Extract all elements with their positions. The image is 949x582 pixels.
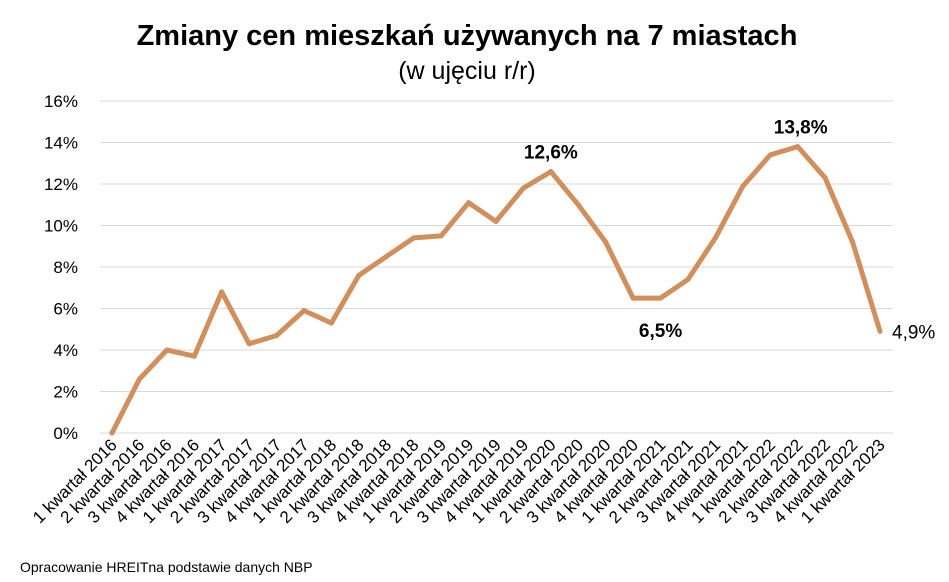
y-tick-label: 8% xyxy=(53,258,78,277)
annotations: 12,6% 6,5% 13,8% 4,9% xyxy=(524,118,935,344)
data-point xyxy=(246,341,252,347)
y-tick-label: 16% xyxy=(44,92,78,111)
data-point xyxy=(438,233,444,239)
series-line xyxy=(109,144,883,436)
y-tick-label: 10% xyxy=(44,217,78,236)
y-tick-label: 6% xyxy=(53,300,78,319)
data-point xyxy=(356,272,362,278)
data-label: 6,5% xyxy=(639,321,682,342)
data-point xyxy=(466,200,472,206)
data-point xyxy=(219,289,225,295)
data-point xyxy=(383,254,389,260)
data-point xyxy=(767,152,773,158)
data-point xyxy=(109,430,115,436)
data-point xyxy=(548,169,554,175)
data-point xyxy=(822,175,828,181)
data-point xyxy=(191,353,197,359)
data-point xyxy=(136,376,142,382)
source-note: Opracowanie HREITna podstawie danych NBP xyxy=(20,559,313,575)
data-point xyxy=(603,239,609,245)
data-label: 4,9% xyxy=(892,322,935,343)
data-point xyxy=(328,320,334,326)
series-layer xyxy=(109,144,883,436)
y-tick-label: 2% xyxy=(53,383,78,402)
y-tick-label: 14% xyxy=(44,134,78,153)
y-tick-label: 0% xyxy=(53,424,78,443)
data-point xyxy=(274,332,280,338)
data-point xyxy=(740,183,746,189)
chart-title: Zmiany cen mieszkań używanych na 7 miast… xyxy=(137,20,798,52)
data-point xyxy=(630,295,636,301)
data-point xyxy=(795,144,801,150)
data-point xyxy=(850,239,856,245)
data-label: 13,8% xyxy=(774,118,828,139)
data-point xyxy=(658,295,664,301)
y-tick-label: 12% xyxy=(44,175,78,194)
y-axis: 0% 2% 4% 6% 8% 10% 12% 14% 16% xyxy=(44,92,78,443)
y-tick-label: 4% xyxy=(53,341,78,360)
grid xyxy=(100,100,893,434)
data-point xyxy=(164,347,170,353)
data-point xyxy=(520,185,526,191)
data-point xyxy=(712,235,718,241)
data-point xyxy=(493,218,499,224)
data-point xyxy=(575,202,581,208)
data-point xyxy=(877,328,883,334)
chart-subtitle: (w ujęciu r/r) xyxy=(398,57,536,85)
data-label: 12,6% xyxy=(524,143,578,164)
data-point xyxy=(685,276,691,282)
data-point xyxy=(411,235,417,241)
data-point xyxy=(301,308,307,314)
